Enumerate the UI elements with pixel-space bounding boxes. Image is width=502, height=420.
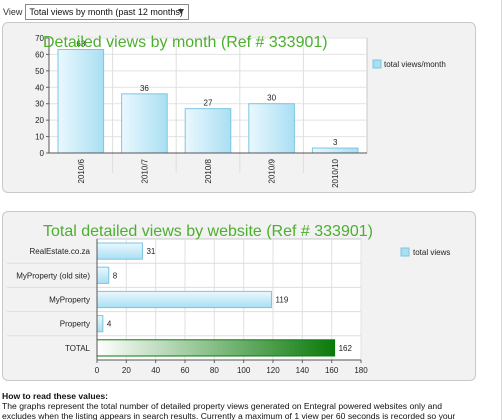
legend-swatch xyxy=(400,247,410,257)
bar xyxy=(96,266,110,284)
how-to-read-heading: How to read these values: xyxy=(2,391,109,401)
x-tick-label: 120 xyxy=(266,366,280,375)
y-tick-label: 50 xyxy=(35,67,44,76)
how-to-read-line-2: excludes when the listing appears in sea… xyxy=(2,411,456,420)
x-tick-label: 2010/7 xyxy=(140,158,149,183)
bar xyxy=(96,290,273,309)
legend-swatch xyxy=(372,59,382,69)
bar xyxy=(96,339,336,357)
x-tick-label: 180 xyxy=(354,366,368,375)
y-tick-label: TOTAL xyxy=(65,344,91,353)
bar xyxy=(96,242,143,260)
website-views-chart: 0 20 40 60 80 100 120 140 160 180 31 8 119 4 162 RealEs… xyxy=(7,223,450,375)
chart-title: Total detailed views by website (Ref # 3… xyxy=(43,223,373,240)
bar xyxy=(311,147,359,154)
view-selector-row: View Total views by month (past 12 month… xyxy=(3,3,190,21)
legend-label: total views/month xyxy=(384,60,446,69)
x-tick-label: 40 xyxy=(151,366,160,375)
how-to-read-section: How to read these values: The graphs rep… xyxy=(2,391,500,420)
view-label: View xyxy=(3,7,23,17)
x-tick-label: 140 xyxy=(296,366,310,375)
y-tick-label: 30 xyxy=(35,100,44,109)
x-tick-label: 0 xyxy=(95,366,100,375)
website-views-panel: 0 20 40 60 80 100 120 140 160 180 31 8 119 4 162 RealEs… xyxy=(2,211,476,381)
data-label: 4 xyxy=(107,320,112,329)
x-tick-label: 20 xyxy=(122,366,131,375)
data-label: 63 xyxy=(76,40,85,49)
data-label: 31 xyxy=(146,247,155,256)
x-tick-label: 100 xyxy=(237,366,251,375)
y-tick-label: MyProperty (old site) xyxy=(16,271,90,280)
x-tick-label: 2010/6 xyxy=(77,158,86,183)
monthly-views-panel: 0 10 20 30 40 50 60 70 63 36 27 30 3 2010/6 2010/7 2010… xyxy=(2,22,476,193)
chart-title: Detailed views by month (Ref # 333901) xyxy=(43,34,328,51)
x-tick-label: 2010/10 xyxy=(331,158,340,187)
how-to-read-line-1: The graphs represent the total number of… xyxy=(2,401,442,411)
y-tick-label: MyProperty xyxy=(49,296,90,305)
data-label: 162 xyxy=(339,344,353,353)
x-tick-label: 80 xyxy=(210,366,219,375)
y-tick-label: 40 xyxy=(35,83,44,92)
bar xyxy=(184,108,232,154)
y-tick-label: 10 xyxy=(35,133,44,142)
x-tick-label: 2010/8 xyxy=(204,158,213,183)
y-tick-label: 20 xyxy=(35,116,44,125)
data-label: 8 xyxy=(113,271,118,280)
data-label: 3 xyxy=(333,138,338,147)
bar xyxy=(121,93,168,154)
x-tick-label: 2010/9 xyxy=(268,158,277,183)
monthly-views-chart: 0 10 20 30 40 50 60 70 63 36 27 30 3 2010/6 2010/7 2010… xyxy=(35,34,446,188)
x-tick-label: 60 xyxy=(181,366,190,375)
data-label: 27 xyxy=(204,99,213,108)
data-label: 36 xyxy=(140,84,149,93)
legend-label: total views xyxy=(413,248,450,257)
y-tick-label: 70 xyxy=(35,34,44,43)
y-tick-label: Property xyxy=(60,320,90,329)
y-tick-label: 60 xyxy=(35,50,44,59)
bar xyxy=(57,49,105,154)
chevron-down-icon[interactable] xyxy=(178,9,185,14)
bar xyxy=(96,315,104,333)
bar xyxy=(248,103,295,154)
y-tick-label: RealEstate.co.za xyxy=(30,247,91,256)
data-label: 30 xyxy=(267,94,276,103)
view-dropdown-value: Total views by month (past 12 months) xyxy=(29,7,183,17)
x-tick-label: 160 xyxy=(325,366,339,375)
y-tick-label: 0 xyxy=(40,149,45,158)
data-label: 119 xyxy=(276,296,289,305)
view-dropdown[interactable]: Total views by month (past 12 months) xyxy=(25,4,190,20)
